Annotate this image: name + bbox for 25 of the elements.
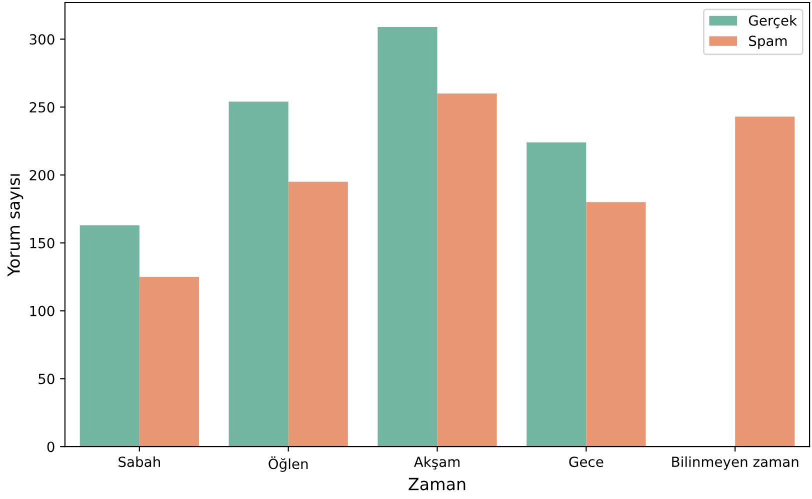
y-axis-title: Yorum sayısı [8,174,24,276]
bar [378,26,438,447]
x-tick-label: Gece [569,456,604,468]
bar [437,93,497,447]
x-tick-label: Öğlen [268,456,308,472]
x-axis-title: Zaman [408,478,466,490]
bar [526,142,586,447]
x-tick-label: Sabah [118,456,160,468]
y-tick-label: 0 [47,442,54,452]
y-tick-label: 300 [30,34,54,45]
bar [139,276,199,447]
y-tick-label: 150 [30,238,54,248]
y-tick-label: 250 [30,102,54,113]
bar [80,225,140,447]
y-tick-label: 50 [38,374,54,384]
bar [228,102,288,447]
x-tick-label: Bilinmeyen zaman [672,456,798,470]
bar [586,202,646,447]
legend-label: Spam [749,36,787,49]
x-tick-label: Akşam [414,456,460,470]
y-tick-label: 100 [30,306,54,316]
bar [735,116,795,447]
legend-label: Gerçek [748,14,798,28]
y-tick-label: 200 [30,170,54,180]
bar [288,182,348,447]
